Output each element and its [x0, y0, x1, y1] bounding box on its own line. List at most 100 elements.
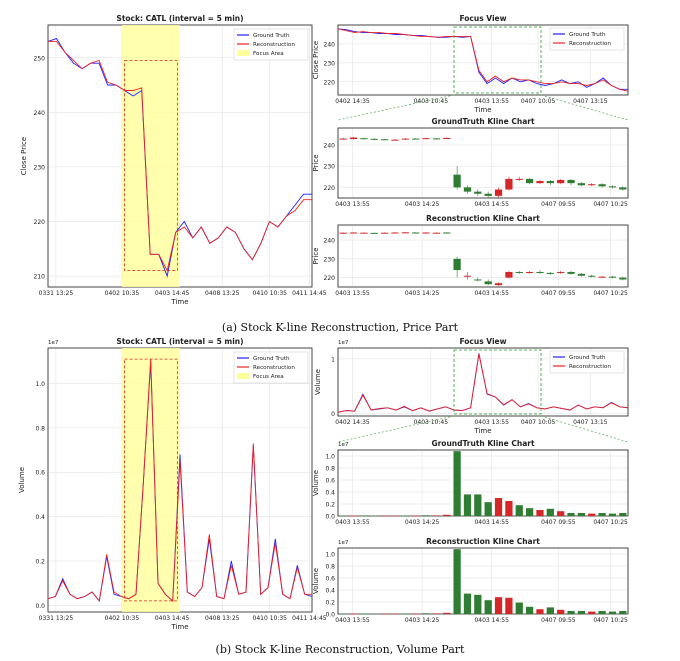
volume-gt-kline-frame	[337, 449, 629, 517]
x-tick-label: 0407 09:55	[541, 617, 576, 624]
candle-body	[443, 137, 451, 139]
y-tick-label: 220	[34, 219, 46, 226]
candle-body	[608, 276, 617, 278]
volume-rec-kline-frame	[337, 547, 629, 615]
volume-bar	[536, 609, 544, 614]
y-tick-label: 0.0	[35, 603, 45, 610]
y-tick-label: 250	[34, 55, 46, 62]
reconstruction-line	[337, 28, 629, 92]
x-tick-label: 0407 10:05	[521, 98, 556, 105]
candle-body	[505, 178, 513, 190]
x-tick-label: 0407 10:25	[593, 201, 628, 208]
candle-body	[567, 271, 575, 274]
y-tick-label: 1.0	[325, 552, 335, 559]
legend: Ground Truth Reconstruction Focus Area	[233, 351, 309, 384]
price-rec-kline: 220 230 240 0403 13:55 0403 14:25 0403 14:55 0…	[312, 214, 629, 297]
y-tick-label: 0.0	[325, 612, 335, 619]
x-tick-label: 0403 13:55	[335, 617, 370, 624]
y-tick-label: 230	[324, 164, 336, 171]
volume-rec-kline-ylabel: Volume	[312, 568, 320, 594]
volume-bar	[515, 602, 523, 614]
volume-bar	[608, 513, 617, 516]
volume-bar	[370, 613, 378, 615]
x-tick-label: 0402 10:35	[105, 615, 140, 622]
zoom-link-line	[540, 94, 629, 121]
candle-body	[370, 138, 378, 140]
volume-bar	[360, 515, 368, 517]
x-tick-label: 0402 14:35	[335, 98, 370, 105]
y-tick-label: 0.8	[325, 564, 335, 571]
candle-body	[360, 138, 368, 140]
volume-bar	[370, 515, 378, 517]
candle-body	[401, 232, 409, 234]
y-tick-label: 230	[34, 164, 46, 171]
legend-swatch	[237, 50, 249, 56]
candle-body	[515, 178, 523, 180]
legend-swatch	[237, 373, 249, 379]
x-tick-label: 0403 13:55	[335, 201, 370, 208]
legend-label: Reconstruction	[253, 365, 295, 371]
volume-main-plot-title: Stock: CATL (interval = 5 min)	[116, 337, 243, 346]
candle-body	[412, 232, 420, 234]
focus-box	[124, 60, 178, 272]
legend-box	[549, 27, 625, 51]
y-tick-label: 220	[324, 275, 336, 282]
x-tick-label: 0403 14:55	[474, 201, 509, 208]
x-tick-label: 0402 10:35	[105, 290, 140, 297]
x-tick-label: 0403 14:55	[474, 617, 509, 624]
y-tick-label: 0.4	[325, 490, 335, 497]
candle-body	[619, 277, 627, 280]
candle-body	[515, 271, 523, 273]
legend: Ground Truth Reconstruction	[549, 27, 625, 51]
y-tick-label: 0.2	[325, 502, 335, 509]
y-tick-label: 0.6	[325, 576, 335, 583]
x-tick-label: 0331 13:25	[39, 290, 74, 297]
y-tick-label: 1.0	[35, 381, 45, 388]
volume-main-plot-ylabel: Volume	[18, 467, 26, 493]
volume-bar	[463, 593, 472, 614]
x-tick-label: 0403 14:55	[474, 519, 509, 526]
candle-body	[484, 193, 492, 196]
candle-body	[360, 232, 368, 234]
focus-area	[121, 25, 180, 287]
volume-bar	[588, 513, 596, 516]
volume-bar	[567, 611, 575, 614]
x-tick-label: 0403 10:45	[414, 419, 449, 426]
candle-body	[536, 271, 544, 273]
focus-area	[121, 348, 180, 612]
x-tick-label: 0403 13:55	[335, 519, 370, 526]
y-tick-label: 210	[34, 274, 46, 281]
legend-label: Reconstruction	[253, 42, 295, 48]
candle-body	[401, 138, 409, 140]
y-tick-label: 0.2	[35, 558, 45, 565]
candle-body	[505, 271, 513, 278]
volume-bar	[577, 513, 586, 516]
price-gt-kline-title: GroundTruth Kline Chart	[431, 117, 535, 126]
price-focus-plot: 220 230 240 0402 14:35 0403 10:45 0403 13:55 0…	[312, 14, 629, 114]
candle-body	[474, 191, 482, 194]
candle-body	[349, 137, 358, 140]
x-tick-label: 0407 10:25	[593, 617, 628, 624]
price-focus-plot-title: Focus View	[459, 14, 506, 23]
candle-body	[391, 139, 399, 141]
candle-body	[453, 258, 461, 271]
price-main-plot-ylabel: Close Price	[20, 137, 28, 175]
volume-bar	[474, 594, 482, 614]
volume-bar	[546, 508, 554, 516]
candle-body	[494, 189, 503, 196]
y-tick-label: 220	[324, 185, 336, 192]
candle-body	[588, 184, 596, 186]
x-tick-label: 0407 09:55	[541, 201, 576, 208]
legend-label: Ground Truth	[253, 33, 290, 39]
y-tick-label: 240	[34, 110, 46, 117]
y-tick-label: 0.8	[325, 466, 335, 473]
candle-body	[380, 232, 389, 234]
volume-bar	[546, 607, 554, 614]
volume-main-plot: 0.0 0.2 0.4 0.6 0.8 1.0 0331 13:25 0402 10:35 04…	[18, 337, 327, 631]
y-tick-label: 1	[331, 356, 335, 363]
candle-body	[432, 232, 441, 234]
x-tick-label: 0407 10:25	[593, 519, 628, 526]
volume-focus-plot-title: Focus View	[459, 337, 506, 346]
x-tick-label: 0403 14:45	[155, 615, 190, 622]
volume-bar	[339, 515, 347, 517]
